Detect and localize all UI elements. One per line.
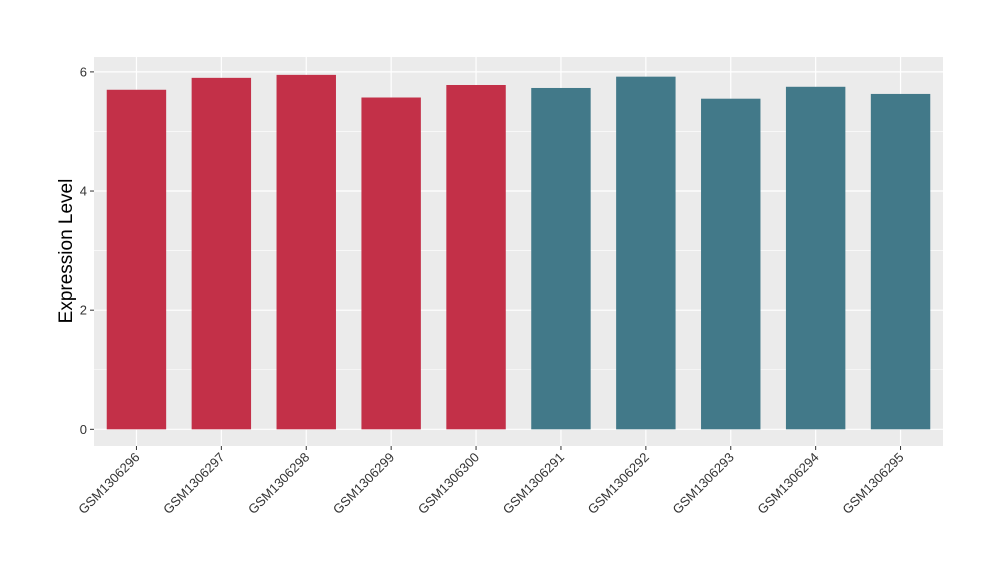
bars bbox=[106, 74, 931, 430]
y-tick-label: 6 bbox=[80, 64, 87, 79]
bar-gsm1306295 bbox=[870, 93, 931, 430]
y-axis-title: Expression Level bbox=[56, 179, 77, 324]
x-tick-label: GSM1306296 bbox=[75, 450, 142, 517]
y-tick-label: 2 bbox=[80, 303, 87, 318]
y-axis: 0 2 4 6 bbox=[80, 64, 94, 437]
x-tick-label: GSM1306293 bbox=[670, 450, 737, 517]
bar-gsm1306300 bbox=[446, 84, 506, 430]
bar-gsm1306297 bbox=[191, 77, 252, 430]
x-tick-label: GSM1306295 bbox=[839, 450, 906, 517]
bar-gsm1306292 bbox=[616, 76, 676, 430]
x-tick-label: GSM1306298 bbox=[245, 450, 312, 517]
x-tick-label: GSM1306291 bbox=[500, 450, 567, 517]
bar-gsm1306293 bbox=[701, 98, 761, 430]
x-tick-label: GSM1306297 bbox=[160, 450, 227, 517]
bar-gsm1306294 bbox=[785, 86, 846, 430]
x-tick-label: GSM1306299 bbox=[330, 450, 397, 517]
bar-gsm1306299 bbox=[361, 97, 421, 430]
x-tick-label: GSM1306292 bbox=[585, 450, 652, 517]
x-axis: GSM1306296 GSM1306297 GSM1306298 GSM1306299… bbox=[75, 446, 907, 517]
x-tick-label: GSM1306300 bbox=[415, 450, 482, 517]
bar-gsm1306298 bbox=[276, 74, 336, 430]
bar-gsm1306296 bbox=[106, 89, 167, 430]
y-tick-label: 4 bbox=[80, 184, 87, 199]
y-tick-label: 0 bbox=[80, 422, 87, 437]
x-tick-label: GSM1306294 bbox=[754, 450, 821, 517]
bar-gsm1306291 bbox=[531, 87, 591, 430]
